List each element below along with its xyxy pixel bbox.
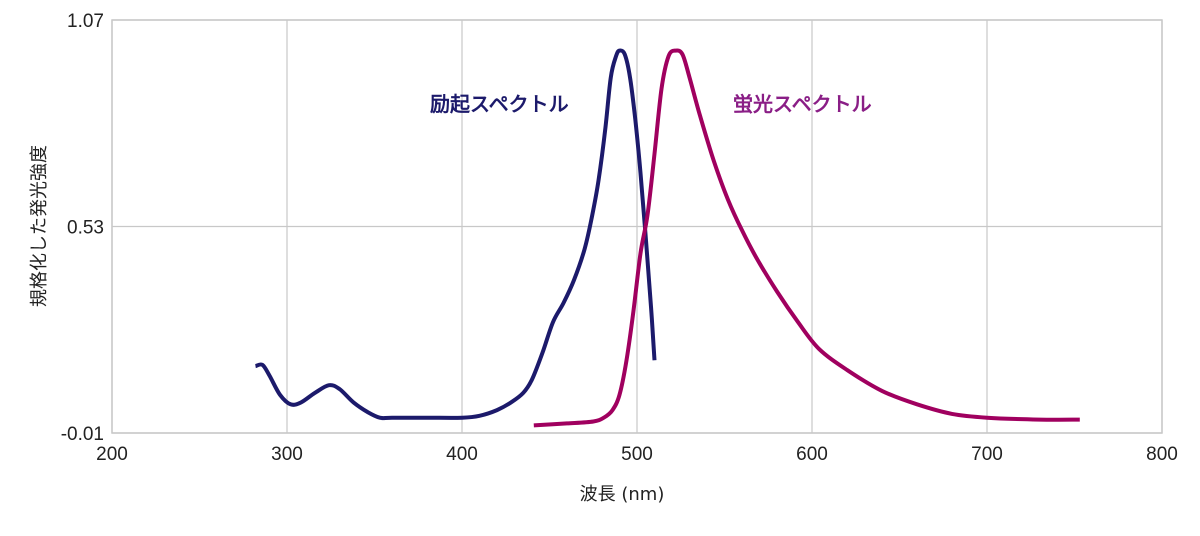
y-tick-label: 0.53 bbox=[67, 218, 104, 239]
excitation-label: 励起スペクトル bbox=[430, 92, 569, 116]
y-tick-labels: -0.01 0.53 1.07 bbox=[61, 11, 104, 445]
y-tick-label: 1.07 bbox=[67, 11, 104, 32]
x-axis-title: 波長 (nm) bbox=[580, 484, 665, 505]
x-tick-label: 800 bbox=[1146, 444, 1178, 465]
grid-lines bbox=[111, 19, 1163, 434]
x-tick-label: 700 bbox=[971, 444, 1003, 465]
x-tick-label: 400 bbox=[446, 444, 478, 465]
x-tick-label: 500 bbox=[621, 444, 653, 465]
x-tick-label: 600 bbox=[796, 444, 828, 465]
x-tick-label: 300 bbox=[271, 444, 303, 465]
series-group bbox=[254, 48, 1080, 428]
x-tick-labels: 200 300 400 500 600 700 800 bbox=[96, 444, 1178, 465]
plot-frame bbox=[111, 19, 1163, 434]
y-tick-label: -0.01 bbox=[61, 424, 104, 445]
series-annotations: 励起スペクトル 蛍光スペクトル bbox=[430, 92, 872, 116]
emission-label: 蛍光スペクトル bbox=[733, 92, 872, 116]
y-axis-title: 規格化した発光強度 bbox=[29, 145, 50, 307]
emission-spectrum-line bbox=[533, 48, 1080, 428]
x-tick-label: 200 bbox=[96, 444, 128, 465]
excitation-spectrum-line bbox=[254, 48, 657, 421]
